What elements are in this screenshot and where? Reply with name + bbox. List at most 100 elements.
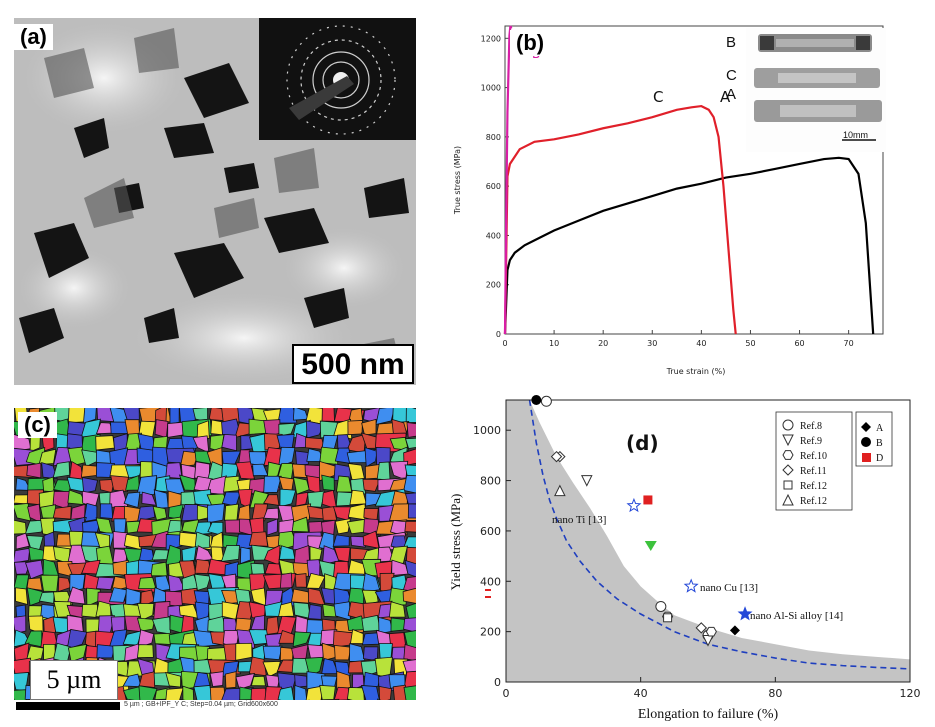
- grain: [152, 505, 168, 521]
- grain: [15, 587, 29, 606]
- grain: [403, 630, 416, 649]
- grain: [294, 573, 307, 588]
- grain: [405, 602, 416, 621]
- grain: [388, 545, 409, 564]
- grain: [279, 646, 294, 661]
- x-tick-label: 30: [647, 339, 657, 348]
- panel-a-label: (a): [14, 24, 53, 50]
- grain: [363, 671, 381, 689]
- grain: [405, 408, 416, 424]
- x-tick-label: 70: [844, 339, 854, 348]
- grain: [295, 450, 309, 466]
- grain: [405, 437, 416, 449]
- ebsd-orientation-map: [14, 408, 416, 714]
- data-point-nano-al-si-alloy-14-: [737, 606, 753, 621]
- legend-label: Ref.12: [800, 496, 827, 507]
- grain: [40, 504, 56, 519]
- grain: [266, 461, 282, 481]
- x-tick-label: 0: [502, 339, 507, 348]
- grain: [361, 589, 379, 605]
- grain: [194, 531, 211, 549]
- grain: [375, 408, 395, 426]
- data-point-ref-11: [695, 622, 707, 634]
- panel-d-label: (d): [626, 431, 659, 455]
- grain: [66, 628, 88, 650]
- grain: [80, 464, 99, 478]
- grain: [224, 671, 237, 689]
- legend-marker: [782, 493, 794, 506]
- series-line-a: [503, 156, 875, 335]
- grain: [304, 656, 324, 677]
- grain: [52, 505, 72, 520]
- grain: [196, 420, 210, 439]
- grain: [404, 520, 416, 533]
- grain: [402, 536, 416, 549]
- grain: [333, 547, 351, 563]
- legend-box-right: [855, 411, 893, 467]
- legend-marker: [782, 434, 794, 447]
- grain: [221, 450, 242, 465]
- red-tick-mark: [485, 589, 491, 598]
- grain: [248, 531, 269, 547]
- data-point-nano-cu-13-: [683, 578, 699, 593]
- grain: [207, 647, 227, 661]
- property-envelope: [506, 400, 910, 682]
- grain: [347, 463, 365, 481]
- data-point-b: [531, 395, 542, 405]
- grain: [136, 602, 155, 622]
- grain: [403, 474, 416, 494]
- grain: [361, 572, 381, 593]
- data-point-ref-10: [705, 626, 717, 637]
- grain: [334, 518, 351, 535]
- panel-c: (c) 5 µm 5 µm ; GB+IPF_Y C; Step=0.04 µm…: [14, 408, 416, 714]
- grain: [407, 503, 416, 519]
- annotation-nano-alsi: nano Al-Si alloy [14]: [750, 610, 843, 622]
- grain: [26, 577, 43, 591]
- grain: [150, 561, 168, 577]
- y-axis-label: True stress (MPa): [453, 146, 462, 215]
- grain: [221, 433, 237, 452]
- grain: [223, 475, 240, 493]
- data-point-unlabeled: [644, 541, 657, 552]
- y-axis-label: Yield stress (MPa): [448, 494, 463, 591]
- legend-marker: [782, 450, 794, 460]
- grain: [110, 475, 129, 493]
- legend-label: Ref.11: [800, 466, 827, 477]
- grain: [404, 492, 416, 506]
- panel-d: 0 40 80 120 0 200 400 600 800 1000 Elongation to …: [448, 392, 928, 724]
- grain: [26, 462, 42, 479]
- grain: [67, 489, 87, 506]
- grain: [263, 475, 282, 494]
- panel-c-label: (c): [18, 412, 57, 438]
- grain: [378, 685, 392, 704]
- grain: [404, 559, 416, 578]
- curve-label-c: C: [653, 88, 663, 106]
- grain: [99, 503, 114, 519]
- legend-marker: [861, 437, 871, 447]
- panel-c-scale-bar: 5 µm: [30, 660, 118, 700]
- grain: [250, 675, 266, 687]
- data-point-a: [729, 625, 740, 636]
- grain: [81, 476, 99, 494]
- inset-label-c: C: [726, 67, 737, 84]
- grain: [307, 604, 322, 620]
- y-tick-label: 0: [494, 676, 501, 689]
- grain: [137, 629, 155, 649]
- grain: [235, 642, 253, 661]
- legend-label: Ref.10: [800, 451, 827, 462]
- grain: [153, 601, 171, 620]
- grain: [124, 465, 144, 479]
- grain: [364, 447, 378, 468]
- grain: [136, 617, 156, 632]
- grain: [248, 451, 267, 467]
- data-point-ref-8: [540, 395, 552, 407]
- axes-frame: [504, 25, 884, 335]
- grain: [83, 408, 97, 424]
- grain: [15, 532, 30, 550]
- grain: [41, 462, 58, 480]
- ebsd-scale-line: [16, 702, 120, 710]
- grain: [235, 672, 256, 690]
- grain: [194, 573, 212, 591]
- data-point-d: [643, 495, 653, 505]
- grain: [279, 572, 293, 589]
